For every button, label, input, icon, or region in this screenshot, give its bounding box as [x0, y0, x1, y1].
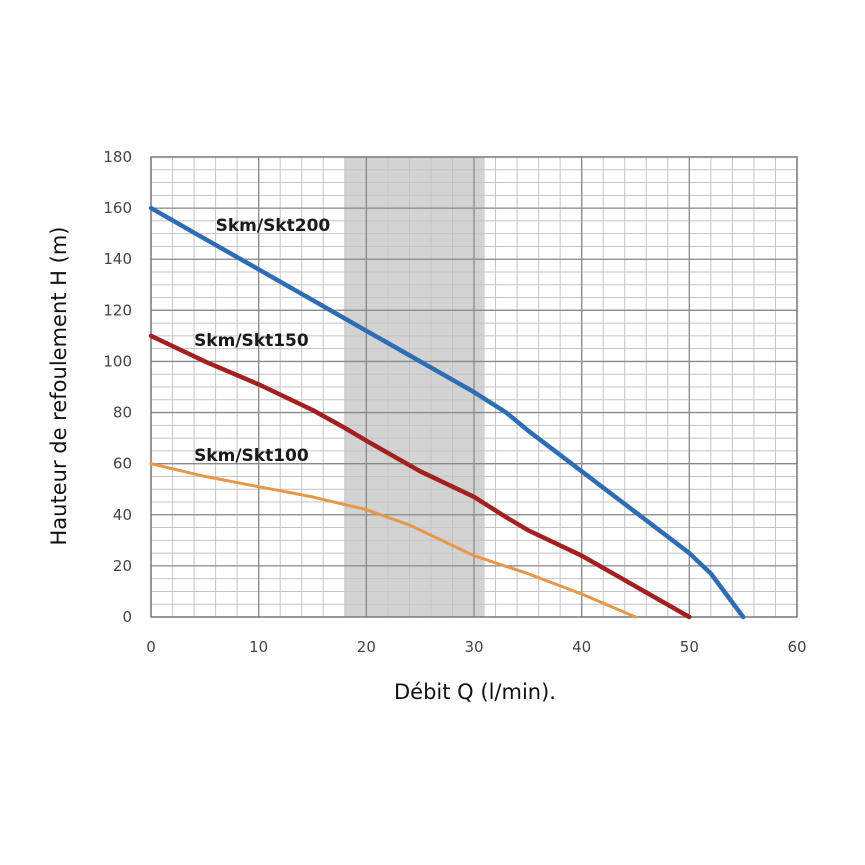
y-tick-label: 40: [113, 506, 132, 524]
y-tick-label: 80: [113, 404, 132, 422]
x-tick-label: 20: [357, 638, 376, 656]
series-labels: Skm/Skt200 Skm/Skt150 Skm/Skt100: [194, 216, 330, 466]
x-axis-title: Débit Q (l/min).: [394, 680, 556, 704]
series-label-skm-skt200: Skm/Skt200: [216, 216, 331, 236]
series-line-skm-skt100: [149, 462, 637, 619]
y-tick-label: 100: [103, 352, 132, 370]
series-line-skm-skt150: [148, 333, 692, 620]
series-label-skm-skt150: Skm/Skt150: [194, 331, 309, 351]
y-tick-label: 140: [103, 250, 132, 268]
y-tick-label: 0: [122, 608, 132, 626]
series-layer: [148, 205, 746, 620]
x-tick-label: 40: [572, 638, 591, 656]
major-grid: [150, 156, 798, 618]
series-line-skm-skt200: [148, 205, 746, 620]
y-tick-label: 160: [103, 199, 132, 217]
y-tick-labels: 0 20 40 60 80 100 120 140 160 180: [103, 148, 132, 626]
x-tick-labels: 0 10 20 30 40 50 60: [146, 638, 806, 656]
x-tick-label: 60: [787, 638, 806, 656]
plot-frame: [150, 156, 798, 618]
y-tick-label: 180: [103, 148, 132, 166]
y-tick-label: 20: [113, 557, 132, 575]
x-tick-label: 50: [680, 638, 699, 656]
series-label-skm-skt100: Skm/Skt100: [194, 446, 309, 466]
y-axis-title: Hauteur de refoulement H (m): [47, 227, 71, 546]
x-tick-label: 0: [146, 638, 156, 656]
x-tick-label: 30: [464, 638, 483, 656]
y-tick-label: 60: [113, 455, 132, 473]
y-tick-label: 120: [103, 301, 132, 319]
x-tick-label: 10: [249, 638, 268, 656]
